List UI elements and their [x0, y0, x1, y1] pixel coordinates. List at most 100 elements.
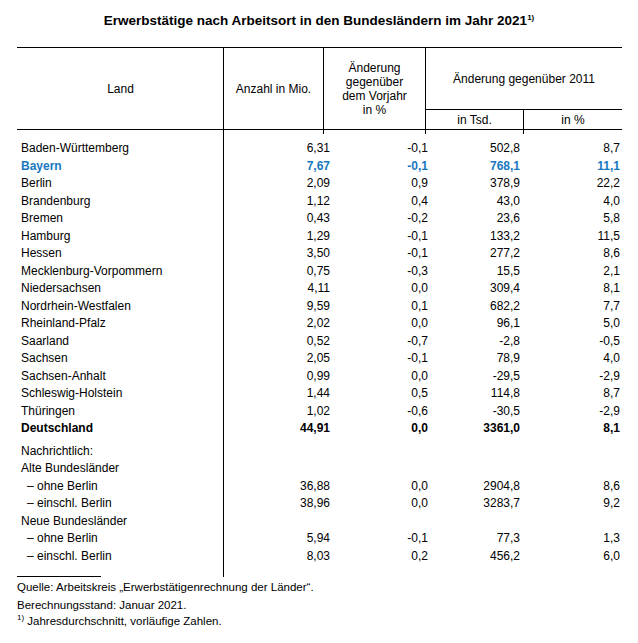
- row-value: -0,1: [330, 158, 428, 176]
- row-value: 456,2: [428, 548, 520, 566]
- row-value: 8,6: [520, 245, 622, 263]
- table-row: – ohne Berlin5,94-0,177,31,3: [17, 530, 622, 548]
- row-label: Sachsen-Anhalt: [17, 368, 234, 386]
- table-row: Deutschland44,910,03361,08,1: [17, 420, 622, 438]
- row-value: 15,5: [428, 263, 520, 281]
- row-label: Mecklenburg-Vorpommern: [17, 263, 234, 281]
- table-row: – einschl. Berlin38,960,03283,79,2: [17, 495, 622, 513]
- row-value: -0,1: [330, 245, 428, 263]
- row-value: 1,29: [234, 228, 330, 246]
- row-value: 0,9: [330, 175, 428, 193]
- row-value: 23,6: [428, 210, 520, 228]
- row-value: 5,0: [520, 315, 622, 333]
- table-row: Bayern7,67-0,1768,111,1: [17, 158, 622, 176]
- row-value: [330, 460, 428, 478]
- table-row: Thüringen1,02-0,6-30,5-2,9: [17, 403, 622, 421]
- row-value: -0,3: [330, 263, 428, 281]
- row-value: 36,88: [234, 478, 330, 496]
- table-row: Hessen3,50-0,1277,28,6: [17, 245, 622, 263]
- header-bottom-rule: [17, 129, 622, 130]
- row-label: Nordrhein-Westfalen: [17, 298, 234, 316]
- row-label: Neue Bundesländer: [17, 513, 234, 531]
- row-value: -29,5: [428, 368, 520, 386]
- row-value: -0,1: [330, 530, 428, 548]
- row-value: 1,02: [234, 403, 330, 421]
- row-value: 8,03: [234, 548, 330, 566]
- row-value: 768,1: [428, 158, 520, 176]
- row-value: 277,2: [428, 245, 520, 263]
- row-value: 4,0: [520, 193, 622, 211]
- row-label: Saarland: [17, 333, 234, 351]
- title-footnote-marker: 1): [527, 13, 534, 22]
- row-value: 682,2: [428, 298, 520, 316]
- row-value: 3,50: [234, 245, 330, 263]
- row-value: 22,2: [520, 175, 622, 193]
- row-value: 0,43: [234, 210, 330, 228]
- row-value: -0,6: [330, 403, 428, 421]
- row-label: – einschl. Berlin: [17, 548, 234, 566]
- row-value: 1,44: [234, 385, 330, 403]
- table-row: Nordrhein-Westfalen9,590,1682,27,7: [17, 298, 622, 316]
- table-row: Niedersachsen4,110,0309,48,1: [17, 280, 622, 298]
- footnote-text: Jahresdurchschnitt, vorläufige Zahlen.: [27, 615, 221, 627]
- column-header-in-tsd: in Tsd.: [426, 110, 523, 129]
- row-value: 0,2: [330, 548, 428, 566]
- row-label: Hessen: [17, 245, 234, 263]
- row-value: 2,02: [234, 315, 330, 333]
- page-title: Erwerbstätige nach Arbeitsort in den Bun…: [0, 13, 638, 28]
- table-row: Berlin2,090,9378,922,2: [17, 175, 622, 193]
- row-value: 8,6: [520, 478, 622, 496]
- row-value: -0,2: [330, 210, 428, 228]
- row-value: 77,3: [428, 530, 520, 548]
- row-value: 2,05: [234, 350, 330, 368]
- row-value: 3361,0: [428, 420, 520, 438]
- row-label: Nachrichtlich:: [17, 443, 234, 461]
- row-value: 5,94: [234, 530, 330, 548]
- row-value: 2,1: [520, 263, 622, 281]
- row-value: 11,5: [520, 228, 622, 246]
- column-header-anzahl: Anzahl in Mio.: [224, 48, 323, 129]
- row-value: 0,0: [330, 420, 428, 438]
- row-value: 309,4: [428, 280, 520, 298]
- row-value: 0,4: [330, 193, 428, 211]
- table-row: Baden-Württemberg6,31-0,1502,88,7: [17, 140, 622, 158]
- source-note: Quelle: Arbeitskreis „Erwerbstätigenrech…: [17, 581, 314, 593]
- row-value: 8,7: [520, 140, 622, 158]
- row-value: -0,1: [330, 140, 428, 158]
- row-label: Thüringen: [17, 403, 234, 421]
- row-value: [428, 443, 520, 461]
- row-value: [520, 513, 622, 531]
- table-row: – ohne Berlin36,880,02904,88,6: [17, 478, 622, 496]
- row-value: 4,0: [520, 350, 622, 368]
- row-value: [428, 513, 520, 531]
- row-value: -0,7: [330, 333, 428, 351]
- row-label: Baden-Württemberg: [17, 140, 234, 158]
- footnote: 1) Jahresdurchschnitt, vorläufige Zahlen…: [17, 615, 222, 627]
- row-value: 38,96: [234, 495, 330, 513]
- row-value: [428, 460, 520, 478]
- column-header-in-percent: in %: [524, 110, 622, 129]
- row-value: -0,5: [520, 333, 622, 351]
- row-value: 0,99: [234, 368, 330, 386]
- row-label: Hamburg: [17, 228, 234, 246]
- row-label: Alte Bundesländer: [17, 460, 234, 478]
- row-value: -0,1: [330, 228, 428, 246]
- row-label: Berlin: [17, 175, 234, 193]
- row-value: 0,0: [330, 280, 428, 298]
- section-label-row: Alte Bundesländer: [17, 460, 622, 478]
- footnote-separator-rule: [17, 576, 101, 577]
- section-label-row: Nachrichtlich:: [17, 443, 622, 461]
- row-value: 0,0: [330, 368, 428, 386]
- table-row: Saarland0,52-0,7-2,8-0,5: [17, 333, 622, 351]
- row-value: 3283,7: [428, 495, 520, 513]
- page-title-text: Erwerbstätige nach Arbeitsort in den Bun…: [104, 13, 527, 28]
- row-value: -2,9: [520, 368, 622, 386]
- row-value: 44,91: [234, 420, 330, 438]
- column-header-vorjahr: Änderung gegenüber dem Vorjahr in %: [324, 48, 425, 129]
- table-row: Mecklenburg-Vorpommern0,75-0,315,52,1: [17, 263, 622, 281]
- row-label: – ohne Berlin: [17, 530, 234, 548]
- row-value: 114,8: [428, 385, 520, 403]
- row-value: 0,0: [330, 495, 428, 513]
- row-value: 5,8: [520, 210, 622, 228]
- row-value: 8,1: [520, 280, 622, 298]
